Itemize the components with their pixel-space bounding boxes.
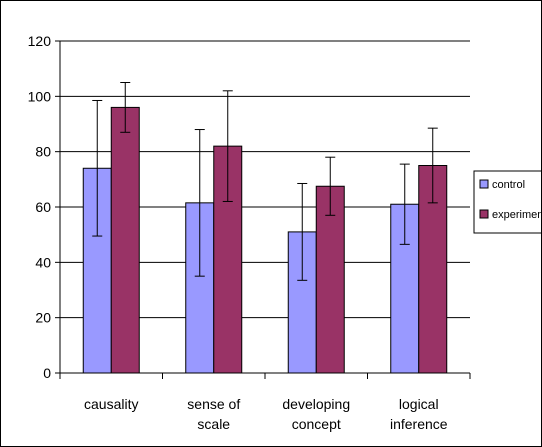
- category-label: scale: [197, 416, 230, 432]
- bar-experimental: [110, 106, 140, 374]
- category-label: causality: [84, 396, 138, 412]
- bar-experimental: [315, 185, 345, 374]
- category-label: concept: [292, 416, 341, 432]
- legend-label: experimental: [492, 209, 541, 221]
- bar-control: [82, 167, 112, 374]
- bar-experimental: [213, 145, 243, 374]
- legend-swatch: [479, 209, 489, 219]
- y-tick-label: 20: [35, 310, 51, 326]
- y-tick-label: 0: [43, 365, 51, 381]
- category-label: logical: [399, 396, 439, 412]
- category-label: developing: [282, 396, 350, 412]
- y-tick-label: 80: [35, 144, 51, 160]
- category-label: sense of: [187, 396, 240, 412]
- legend-label: control: [492, 179, 525, 191]
- y-tick-label: 100: [28, 88, 52, 104]
- y-tick-label: 120: [28, 33, 52, 49]
- y-tick-label: 60: [35, 199, 51, 215]
- category-label: inference: [390, 416, 448, 432]
- y-tick-label: 40: [35, 254, 51, 270]
- legend-swatch: [479, 179, 489, 189]
